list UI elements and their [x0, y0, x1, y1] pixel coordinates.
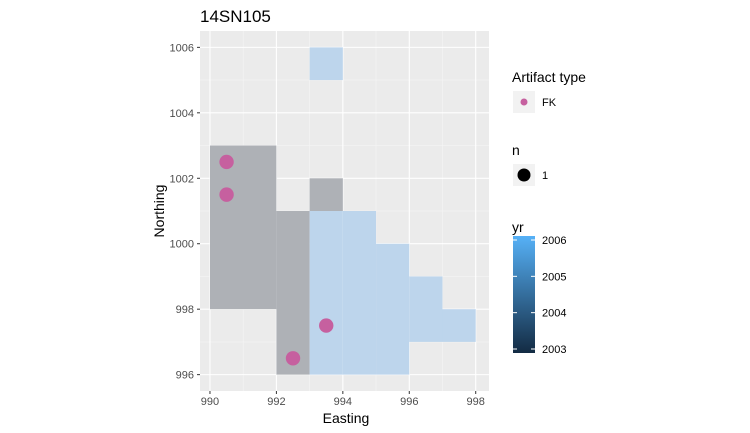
tile [209, 145, 277, 310]
x-axis-title: Easting [323, 410, 370, 426]
legend-fk-label: FK [542, 97, 557, 109]
tile [342, 211, 377, 375]
chart-title: 14SN105 [200, 7, 271, 26]
legend-yr: yr 2006 2005 2004 2003 [512, 219, 566, 356]
y-tick-label: 996 [176, 370, 194, 382]
y-tick-label: 1000 [170, 239, 194, 251]
artifact-point [285, 351, 301, 366]
legend-yr-label: 2003 [542, 344, 566, 356]
legend-n-title: n [512, 142, 520, 158]
tile [309, 211, 343, 375]
legend-n-label: 1 [542, 170, 548, 182]
tile [309, 178, 343, 211]
x-tick-label: 998 [467, 396, 485, 408]
tile [309, 47, 343, 81]
artifact-point [219, 154, 234, 170]
legend-yr-colorbar [513, 236, 535, 353]
y-tick-label: 1002 [170, 173, 194, 185]
x-tick-label: 990 [201, 396, 219, 408]
y-axis-title: Northing [151, 185, 167, 238]
y-tick-label: 998 [176, 304, 194, 316]
tile [409, 276, 443, 342]
y-axis: 996 998 1000 1002 1004 1006 [170, 42, 200, 382]
artifact-point [219, 187, 234, 202]
legend-artifact-title: Artifact type [512, 69, 586, 85]
x-tick-label: 992 [267, 396, 285, 408]
legend-yr-label: 2005 [542, 271, 566, 283]
points-layer [219, 154, 334, 366]
y-tick-label: 1004 [170, 108, 194, 120]
x-tick-label: 996 [400, 396, 418, 408]
legend-yr-label: 2004 [542, 308, 566, 320]
legend-n: n 1 [512, 142, 548, 186]
tile [276, 211, 310, 375]
y-tick-label: 1006 [170, 42, 194, 54]
tiles-layer [209, 47, 476, 375]
artifact-point [319, 318, 334, 333]
x-tick-label: 994 [334, 396, 352, 408]
tile [376, 243, 410, 375]
legend-yr-label: 2006 [542, 235, 566, 247]
legend-yr-title: yr [512, 219, 524, 235]
x-axis: 990 992 994 996 998 [201, 391, 485, 408]
legend-n-marker [517, 168, 531, 182]
legend-fk-marker [520, 98, 528, 106]
legend-artifact-type: Artifact type FK [512, 69, 586, 113]
tile [442, 309, 476, 342]
